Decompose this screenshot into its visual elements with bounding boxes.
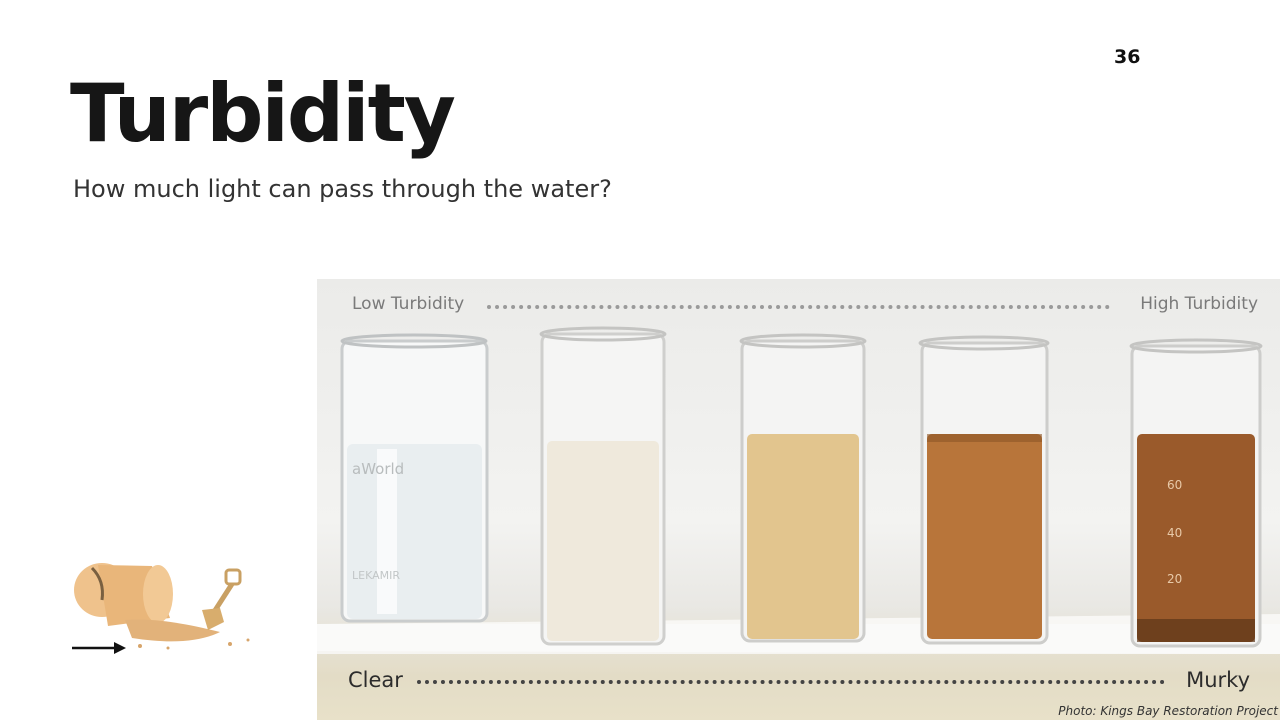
- clarity-scale-line: [417, 680, 1165, 684]
- arrow-right-icon: [72, 642, 126, 654]
- page-number: 36: [1114, 46, 1141, 68]
- beakers-illustration: aWorld LEKAMIR 60 40: [317, 326, 1280, 654]
- turbidity-scale-line: [487, 305, 1110, 309]
- beaker-clear: aWorld LEKAMIR: [340, 333, 489, 623]
- beaker-moderate: [739, 333, 867, 643]
- beaker-slightly-turbid: [539, 326, 667, 646]
- page-title: Turbidity: [70, 67, 456, 160]
- bucket-icon: [74, 563, 250, 650]
- beaker-printed-label: aWorld: [352, 460, 404, 478]
- turbidity-photo: aWorld LEKAMIR 60 40: [317, 279, 1280, 720]
- beaker-high: [918, 335, 1050, 645]
- clear-label: Clear: [348, 668, 403, 692]
- page-subtitle: How much light can pass through the wate…: [73, 175, 612, 203]
- low-turbidity-label: Low Turbidity: [352, 294, 465, 314]
- photo-credit: Photo: Kings Bay Restoration Project: [1058, 704, 1278, 718]
- bucket-and-shovel-icon: [70, 560, 260, 665]
- high-turbidity-label: High Turbidity: [1140, 294, 1258, 314]
- beaker-printed-label-2: LEKAMIR: [352, 569, 400, 582]
- beaker-murky: 60 40 20: [1129, 338, 1263, 648]
- graduation-40: 40: [1167, 526, 1182, 540]
- shovel-icon: [202, 568, 242, 630]
- graduation-60: 60: [1167, 478, 1182, 492]
- graduation-20: 20: [1167, 572, 1182, 586]
- murky-label: Murky: [1186, 668, 1250, 692]
